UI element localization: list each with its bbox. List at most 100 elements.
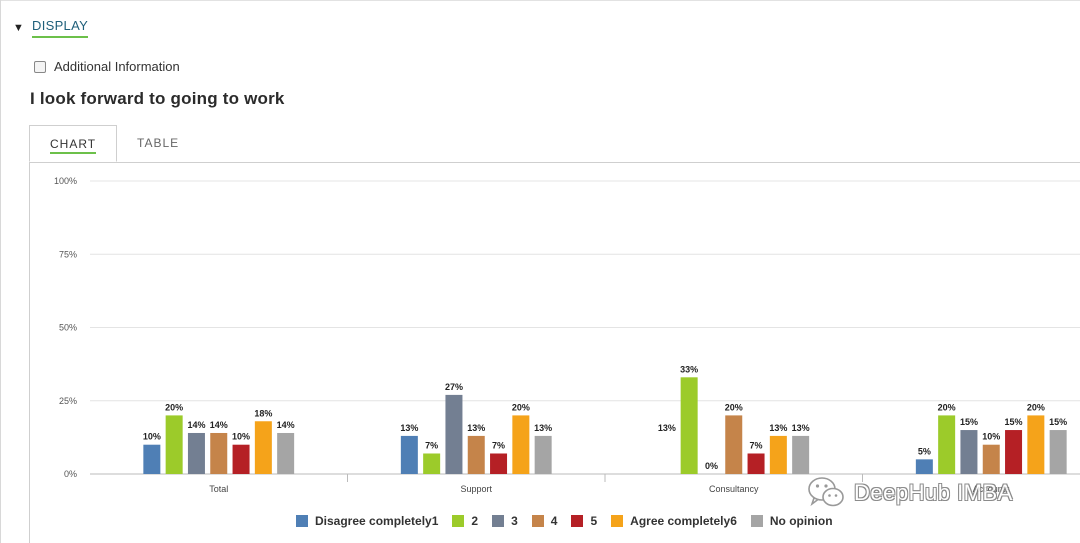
bar: [725, 415, 743, 474]
x-tick-label: Consultancy: [709, 484, 759, 494]
bar: [1049, 430, 1067, 474]
legend-item[interactable]: Disagree completely1: [296, 514, 438, 528]
bar: [210, 432, 228, 474]
bar: [143, 444, 161, 474]
tabs-divider: [29, 162, 1080, 163]
bar: [960, 430, 978, 474]
bar: [277, 432, 295, 474]
data-label: 14%: [187, 420, 205, 430]
legend-item[interactable]: 5: [571, 514, 597, 528]
data-label: 18%: [254, 408, 272, 418]
legend-swatch: [571, 515, 584, 527]
data-label: 13%: [534, 423, 552, 433]
x-tick-label: Support: [460, 484, 492, 494]
bar: [1005, 430, 1023, 474]
data-label: 7%: [492, 440, 505, 450]
data-label: 33%: [680, 364, 698, 374]
legend-label: Disagree completely1: [315, 514, 439, 528]
data-label: 13%: [769, 423, 787, 433]
bar: [254, 421, 272, 474]
data-label: 20%: [725, 402, 743, 412]
bar: [534, 435, 552, 474]
data-label: 20%: [938, 402, 956, 412]
data-label: 7%: [750, 440, 763, 450]
x-tick-label: Accounts: [973, 484, 1011, 494]
legend-swatch: [492, 515, 505, 527]
data-label: 13%: [467, 423, 485, 433]
data-label: 10%: [982, 432, 1000, 442]
bar: [232, 444, 250, 474]
legend-label: 4: [550, 514, 558, 528]
bar: [792, 435, 810, 474]
legend-item[interactable]: No opinion: [750, 514, 833, 528]
y-tick-label: 100%: [54, 176, 77, 186]
bar: [938, 415, 956, 474]
bar: [400, 435, 418, 474]
data-label: 13%: [792, 423, 810, 433]
legend-label: 5: [590, 514, 598, 528]
legend-label: 3: [511, 514, 518, 528]
y-tick-label: 50%: [59, 323, 77, 333]
bar: [747, 453, 765, 474]
bar: [1027, 415, 1045, 474]
data-label: 10%: [143, 432, 161, 442]
bar: [915, 459, 933, 474]
legend-label: No opinion: [769, 514, 833, 528]
data-label: 27%: [445, 382, 463, 392]
question-title: I look forward to going to work: [30, 89, 285, 108]
data-label: 5%: [918, 446, 931, 456]
data-label: 15%: [1049, 417, 1067, 427]
bar: [490, 453, 508, 474]
legend-swatch: [296, 515, 308, 527]
additional-information-label: Additional Information: [54, 59, 180, 74]
data-label: 13%: [400, 423, 418, 433]
chart-legend: Disagree completely1 2 3 4 5 Agree completely…: [296, 514, 847, 528]
additional-information-checkbox[interactable]: [34, 60, 46, 73]
bar: [982, 444, 1000, 474]
tab-chart[interactable]: CHART: [29, 125, 117, 162]
legend-item[interactable]: 4: [531, 514, 558, 528]
caret-down-icon: ▼: [13, 22, 24, 34]
display-section-toggle[interactable]: ▼ DISPLAY: [13, 18, 89, 38]
bar: [187, 432, 205, 474]
frame-left-border: [0, 0, 1, 543]
watermark: DeepHub IMBA: [806, 475, 1013, 511]
tab-table[interactable]: TABLE: [137, 136, 180, 150]
bar: [467, 435, 485, 474]
bar: [769, 435, 787, 474]
data-label: 14%: [210, 420, 228, 430]
watermark-text: DeepHub IMBA: [854, 480, 1013, 505]
bar: [680, 377, 698, 474]
x-tick-label: Total: [209, 484, 228, 494]
legend-item[interactable]: 3: [492, 514, 518, 528]
legend-item[interactable]: Agree completely6: [611, 514, 737, 528]
legend-item[interactable]: 2: [452, 514, 478, 528]
data-label: 20%: [1027, 402, 1045, 412]
tab-chart-label: CHART: [50, 137, 97, 154]
data-label: 13%: [658, 423, 676, 433]
data-label: 0%: [705, 461, 718, 471]
y-tick-label: 0%: [64, 469, 77, 479]
data-label: 20%: [512, 402, 530, 412]
bar: [512, 415, 530, 474]
y-tick-label: 75%: [59, 249, 77, 259]
data-label: 20%: [165, 402, 183, 412]
bar: [445, 394, 463, 474]
data-label: 7%: [425, 440, 438, 450]
y-tick-label: 25%: [59, 396, 77, 406]
legend-swatch: [611, 515, 624, 527]
bar: [165, 415, 183, 474]
legend-label: 2: [471, 514, 479, 528]
display-label: DISPLAY: [32, 18, 89, 38]
frame-top-border: [0, 0, 1080, 1]
legend-label: Agree completely6: [630, 514, 737, 528]
additional-information-option[interactable]: Additional Information: [34, 59, 180, 74]
data-label: 10%: [232, 432, 250, 442]
legend-swatch: [452, 515, 465, 527]
data-label: 15%: [1005, 417, 1023, 427]
data-label: 14%: [277, 420, 295, 430]
legend-swatch: [750, 515, 763, 527]
wechat-icon: [806, 475, 846, 511]
bar: [423, 453, 441, 474]
